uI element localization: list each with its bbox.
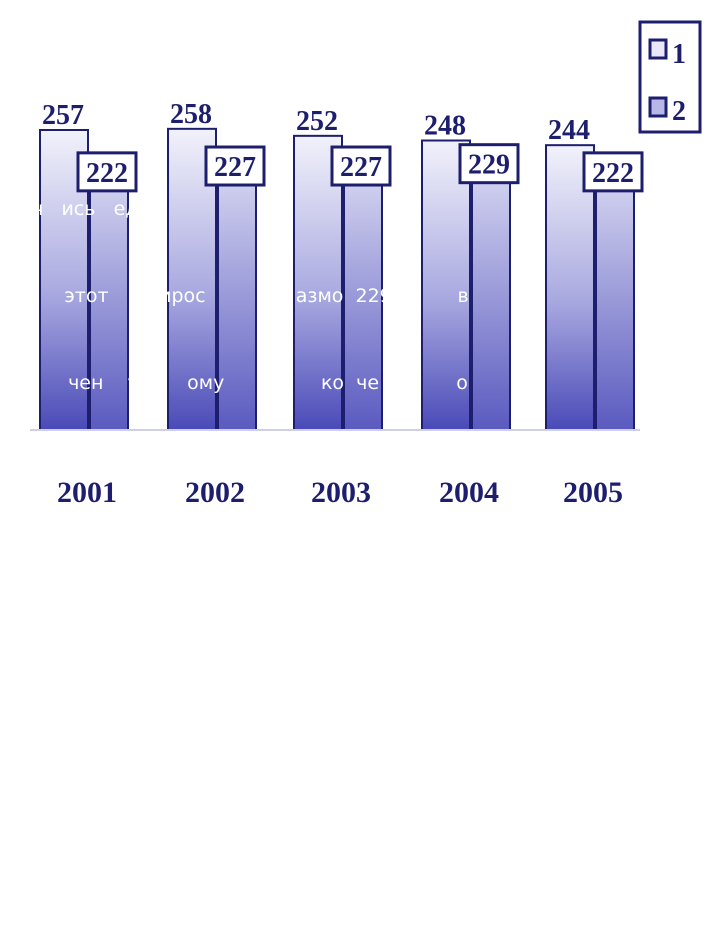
data-label-series-1: 252 — [296, 106, 338, 137]
bar-series-2 — [471, 161, 511, 432]
data-label-series-2: 229 — [468, 150, 510, 181]
data-label-series-1: 257 — [42, 100, 84, 131]
data-label-series-1: 258 — [170, 99, 212, 130]
x-tick-label: 2003 — [311, 476, 371, 509]
bar-series-2 — [595, 169, 635, 432]
overlay-line: утках (п ему рас триваем периоде за втор… — [0, 633, 522, 655]
data-label-series-2: 222 — [86, 158, 128, 189]
overlay-line: . Делали збивку п езонам троили с етству… — [0, 807, 499, 829]
x-tick-label: 2005 — [563, 476, 623, 509]
overlay-line: . Далее ислялос реднее ение за овый час — [0, 546, 500, 568]
data-label-series-2: 227 — [340, 152, 382, 183]
bar-series-2 — [217, 164, 257, 431]
x-tick-label: 2001 — [57, 476, 117, 509]
legend-label-1: 1 — [672, 39, 686, 70]
data-label-series-1: 248 — [424, 111, 466, 142]
legend-label-2: 2 — [672, 96, 686, 127]
data-label-box — [204, 145, 266, 187]
data-label-series-2: 222 — [592, 158, 634, 189]
bar-series-2 — [89, 169, 129, 432]
data-label-series-1: 244 — [548, 115, 590, 146]
data-label-box — [582, 151, 644, 193]
bar-series-2 — [343, 164, 383, 431]
legend-swatch-2 — [648, 96, 668, 118]
x-tick-label: 2004 — [439, 476, 499, 509]
data-label-series-2: 227 — [214, 152, 256, 183]
overlay-line: ак далее олучали еднесут ые значе . — [0, 720, 445, 742]
data-label-box — [76, 151, 138, 193]
data-label-box — [330, 145, 392, 187]
data-label-box — [458, 143, 520, 185]
overlay-line: рафики спользов ем Micro t Excel. — [0, 894, 403, 916]
bar-series-1 — [421, 139, 471, 432]
legend-swatch-1 — [648, 38, 668, 60]
legend: 1 2 — [638, 20, 702, 134]
x-tick-label: 2002 — [185, 476, 245, 509]
